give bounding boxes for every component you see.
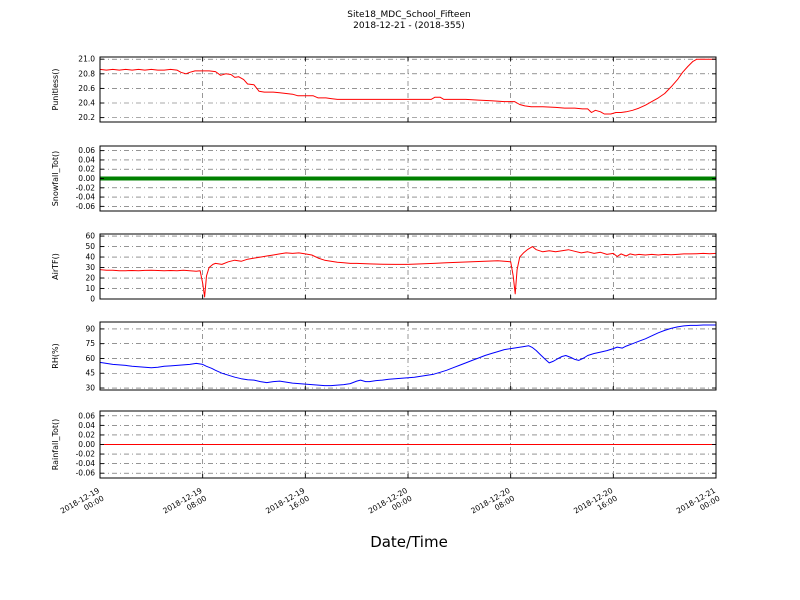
y-axis-label: Rainfall_Tot() [51,419,60,471]
y-tick-label: -0.04 [76,459,96,468]
y-tick-label: 20.2 [78,113,95,122]
y-tick-label: 21.0 [78,55,95,64]
y-tick-label: -0.06 [76,202,96,211]
y-axis-label: Punitless() [51,69,60,111]
panel-snowfall-tot: -0.06-0.04-0.020.000.020.040.06 Snowfall_… [51,145,717,212]
x-tick-label: 2018-12-2000:00 [367,486,414,523]
y-tick-label: 0.06 [78,146,95,155]
x-tick-label: 2018-12-1916:00 [264,486,311,523]
y-tick-label: 90 [85,324,95,333]
panel-rainfall-tot: -0.06-0.04-0.020.000.020.040.06 Rainfall_… [51,410,722,523]
y-tick-label: 40 [85,253,95,262]
x-tick-label: 2018-12-2008:00 [469,486,516,523]
panel-punitless: 20.2 20.4 20.6 20.8 21.0 Punitless() [51,55,717,123]
y-tick-label: 0.04 [78,155,95,164]
x-tick-label: 2018-12-1908:00 [161,486,208,523]
y-tick-label: 30 [85,263,95,272]
y-tick-label: -0.06 [76,469,96,478]
y-tick-label: 20.6 [78,84,95,93]
panel-rh: 30 45 60 75 90 RH(%) [51,321,717,393]
y-tick-label: 0.04 [78,421,95,430]
y-tick-label: 20.4 [78,99,95,108]
y-tick-label: 45 [85,369,95,378]
x-tick-label: 2018-12-1900:00 [59,486,106,523]
y-tick-label: 20.8 [78,69,95,78]
y-tick-label: -0.04 [76,193,96,202]
chart-subtitle: 2018-12-21 - (2018-355) [353,21,465,31]
y-tick-label: 0.02 [78,430,95,439]
y-tick-label: 0 [90,295,95,304]
x-axis-label: Date/Time [370,533,448,551]
x-tick-label: 2018-12-2100:00 [675,486,722,523]
y-tick-label: -0.02 [76,183,96,192]
y-tick-label: 0.02 [78,165,95,174]
y-tick-label: 60 [85,354,95,363]
series-line [99,246,717,298]
series-line [99,324,716,387]
y-axis-label: RH(%) [51,343,60,368]
x-tick-label: 2018-12-2016:00 [572,486,619,523]
y-axis-label: Snowfall_Tot() [51,151,60,207]
series-line [99,58,716,115]
y-tick-label: 50 [85,242,95,251]
y-tick-label: 0.00 [78,440,95,449]
y-axis-label: AirTF() [51,253,60,280]
y-tick-label: 75 [85,339,95,348]
y-tick-label: 0.00 [78,174,95,183]
y-tick-label: -0.02 [76,450,96,459]
y-tick-label: 10 [85,284,95,293]
y-tick-label: 60 [85,232,95,241]
y-tick-label: 30 [85,384,95,393]
y-tick-label: 20 [85,274,95,283]
y-tick-label: 0.06 [78,411,95,420]
chart-title: Site18_MDC_School_Fifteen [347,10,471,20]
